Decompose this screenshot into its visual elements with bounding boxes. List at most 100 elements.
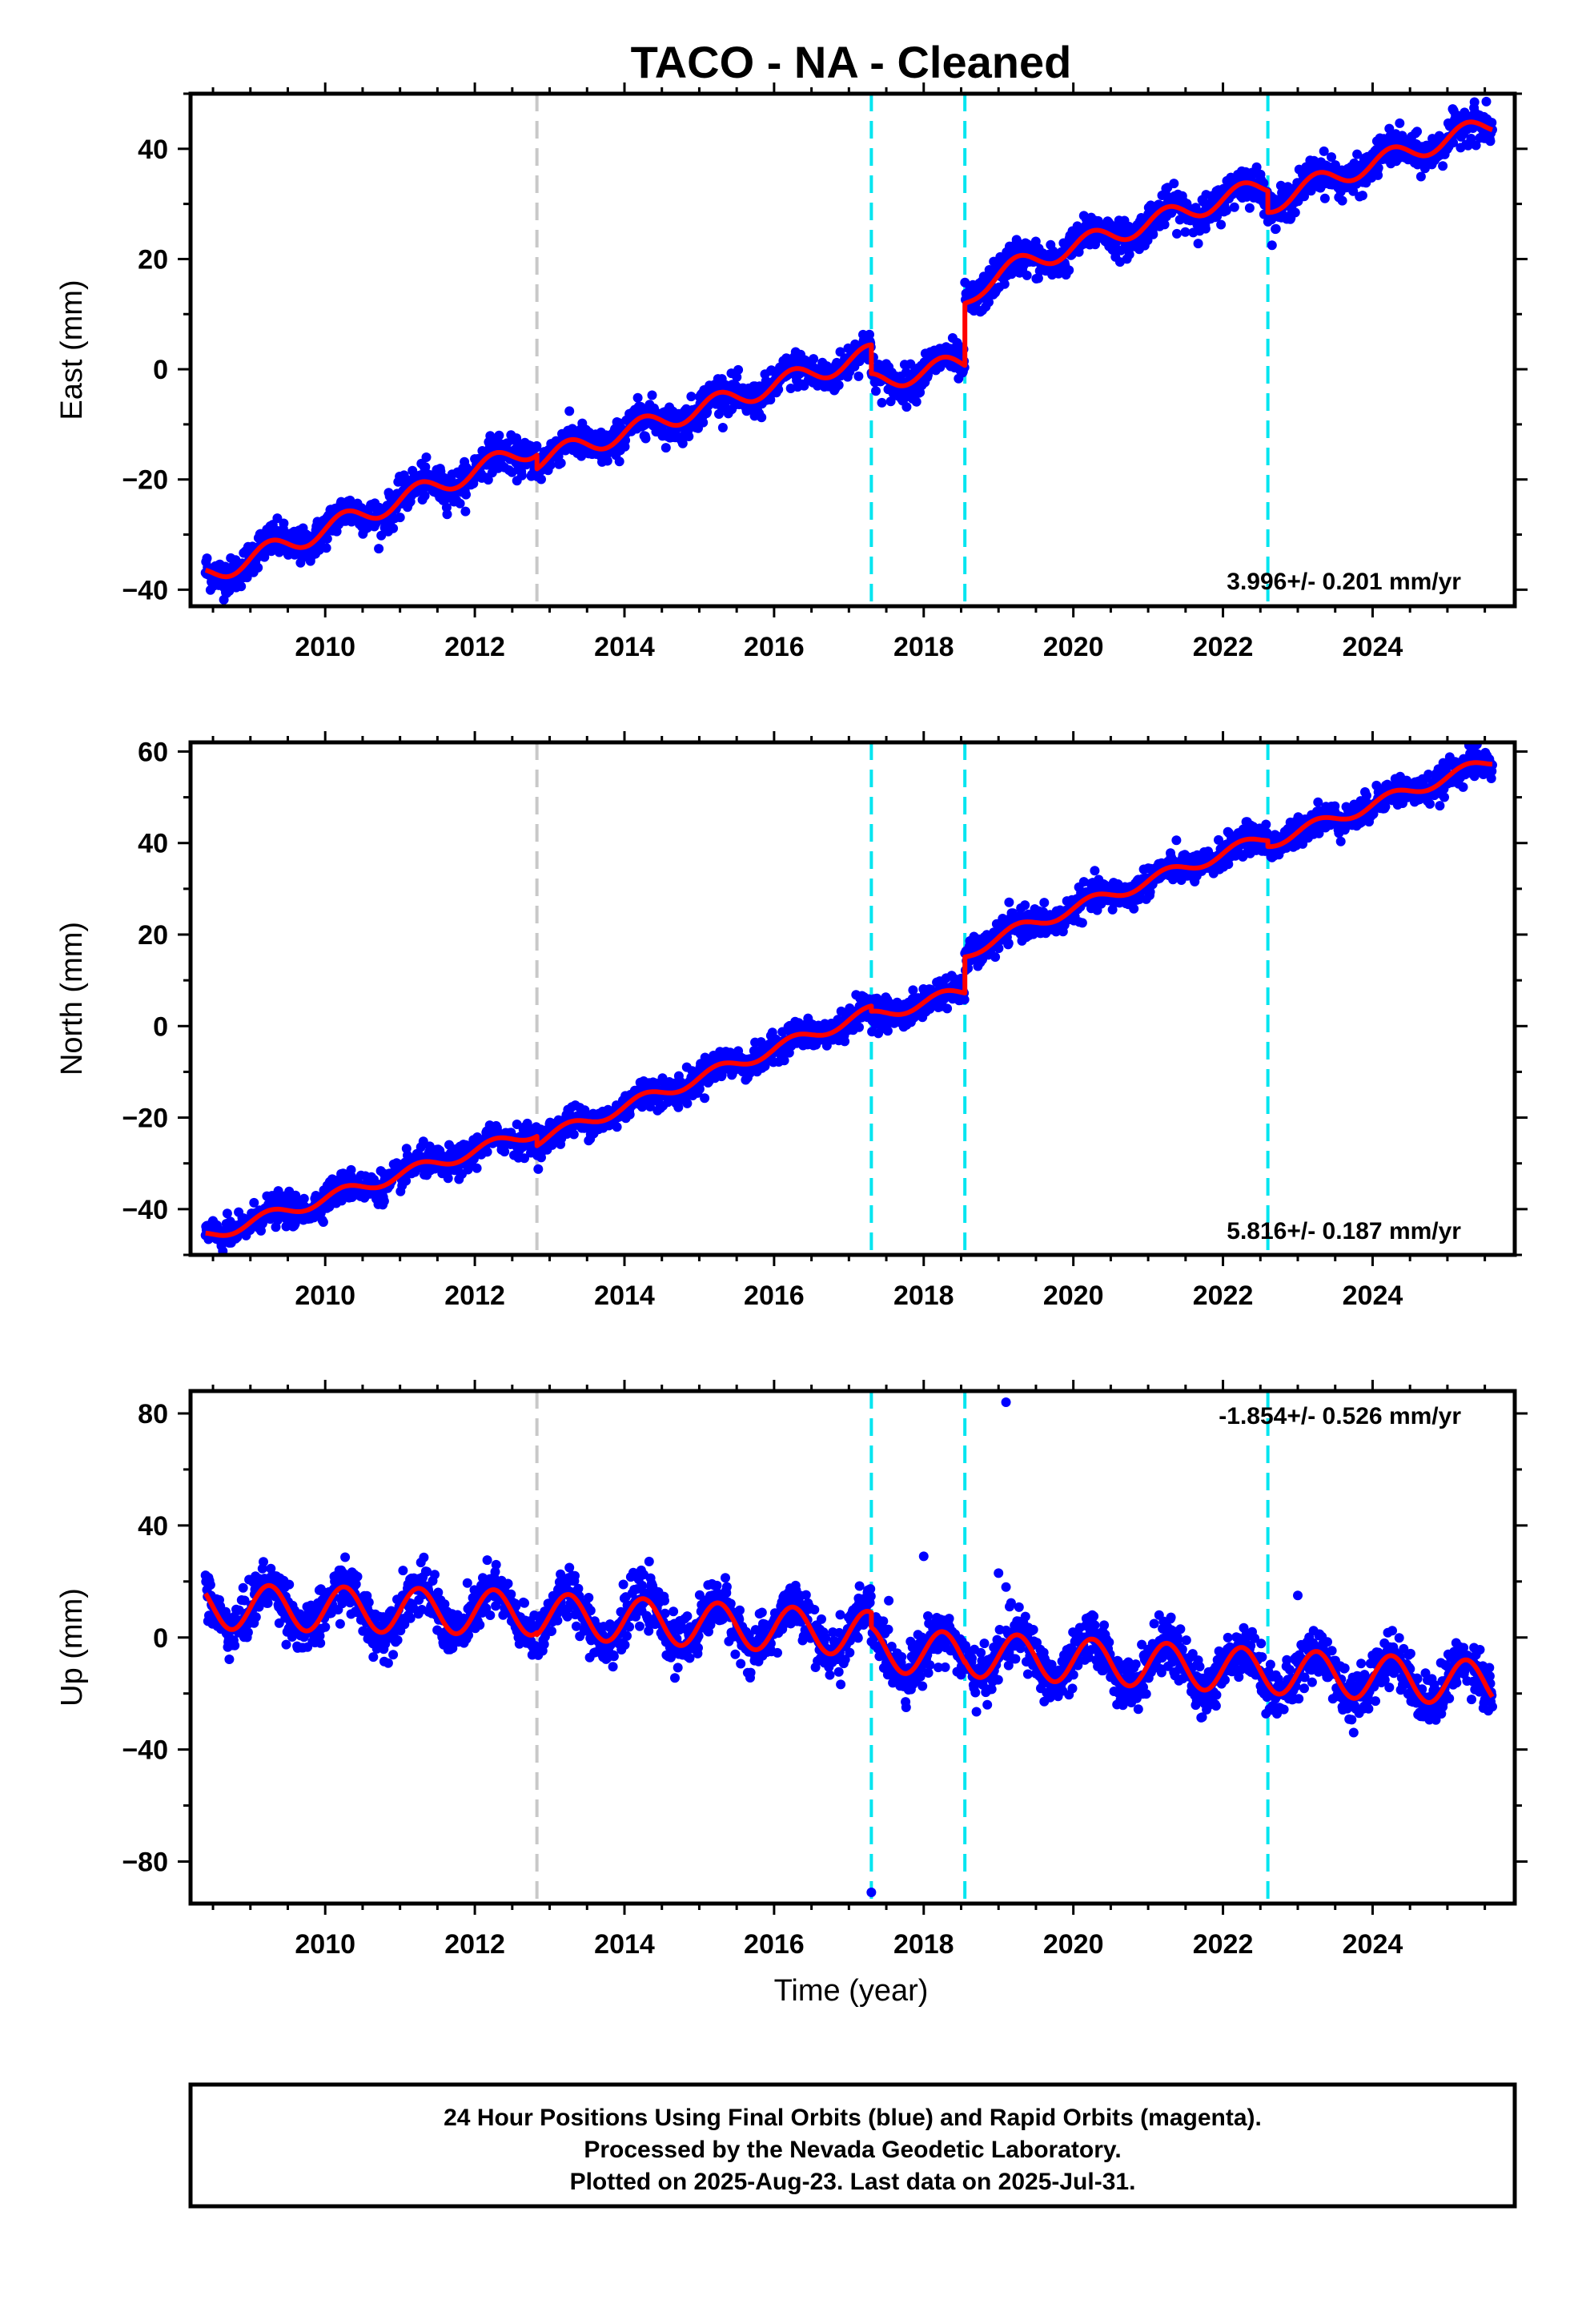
data-point	[236, 581, 247, 592]
y-tick-label: 20	[138, 244, 168, 275]
data-point	[714, 409, 724, 419]
x-tick-label: 2014	[594, 632, 655, 662]
data-point	[700, 1093, 710, 1104]
data-point	[1306, 186, 1316, 196]
data-point	[253, 562, 263, 573]
data-point	[959, 995, 970, 1005]
data-point	[1171, 835, 1182, 846]
data-point	[442, 509, 452, 520]
data-point	[1077, 918, 1087, 928]
observation-points	[200, 96, 1497, 605]
panel-east: East (mm) 3.996+/- 0.201 mm/yr 2010 2012 2…	[55, 82, 1528, 662]
data-point	[809, 354, 819, 364]
data-point	[1145, 887, 1155, 897]
data-point	[1267, 240, 1277, 251]
panel-north: North (mm) 5.816+/- 0.187 mm/yr 2010 2012…	[55, 731, 1528, 1311]
panel-frame	[188, 91, 1517, 609]
data-point	[564, 406, 575, 416]
data-point	[401, 1176, 412, 1186]
data-point	[661, 443, 671, 453]
data-point	[1415, 171, 1426, 182]
x-tick-label: 2018	[893, 632, 954, 662]
data-point	[1485, 136, 1496, 147]
data-point	[1169, 179, 1179, 189]
data-point	[249, 1197, 259, 1208]
data-point	[1373, 170, 1383, 180]
data-point	[833, 380, 844, 390]
data-point	[694, 1084, 705, 1094]
data-point	[645, 1101, 655, 1112]
data-point	[1004, 897, 1014, 907]
data-point	[1261, 819, 1271, 830]
data-point	[520, 1153, 529, 1164]
data-point	[717, 1070, 727, 1080]
data-point	[853, 371, 864, 381]
data-point	[321, 543, 331, 553]
data-point	[885, 396, 896, 407]
data-point	[1033, 273, 1043, 283]
data-point	[483, 475, 493, 485]
data-point	[1251, 162, 1262, 172]
data-point	[865, 329, 874, 340]
data-point	[908, 985, 918, 995]
y-tick-label: −40	[122, 575, 168, 605]
data-point	[500, 1147, 510, 1157]
data-point	[612, 1122, 622, 1132]
data-point	[494, 430, 504, 440]
data-point	[1180, 227, 1191, 237]
data-point	[1352, 149, 1363, 159]
x-tick-label: 2016	[744, 632, 805, 662]
data-point	[259, 552, 270, 562]
data-point	[624, 1109, 635, 1120]
data-point	[395, 513, 405, 523]
data-point	[376, 530, 387, 541]
data-point	[460, 506, 471, 517]
data-point	[1271, 223, 1281, 234]
data-point	[1172, 228, 1182, 239]
data-point	[1064, 265, 1074, 275]
data-point	[1373, 163, 1383, 173]
data-point	[482, 1147, 492, 1157]
data-point	[901, 402, 912, 412]
data-point	[602, 456, 612, 466]
data-point	[994, 943, 1004, 954]
data-point	[545, 460, 556, 470]
data-point	[222, 1208, 232, 1219]
rate-label: 3.996+/- 0.201 mm/yr	[1227, 569, 1461, 595]
data-point	[556, 458, 566, 468]
data-point	[911, 396, 921, 407]
data-point	[1299, 191, 1309, 202]
data-point	[536, 474, 546, 485]
data-point	[686, 392, 697, 402]
data-point	[757, 412, 767, 423]
data-point	[1244, 203, 1255, 213]
data-point	[614, 456, 624, 467]
data-point	[443, 1173, 453, 1184]
data-point	[1129, 903, 1139, 914]
data-point	[1159, 219, 1170, 230]
data-point	[942, 1003, 953, 1014]
data-point	[421, 452, 432, 462]
data-point	[1481, 96, 1492, 107]
data-point	[1090, 866, 1100, 876]
data-point	[835, 347, 845, 357]
data-point	[684, 432, 694, 441]
data-point	[374, 544, 384, 554]
data-point	[256, 1225, 266, 1236]
data-point	[640, 433, 651, 444]
data-point	[677, 438, 688, 448]
data-point	[273, 1186, 283, 1196]
data-point	[1216, 219, 1227, 230]
data-point	[452, 1148, 462, 1159]
data-point	[990, 952, 1001, 962]
data-point	[840, 1036, 850, 1047]
data-point	[854, 356, 865, 367]
data-point	[516, 470, 527, 480]
data-point	[717, 423, 728, 432]
data-point	[403, 1150, 412, 1160]
data-point	[1022, 270, 1032, 280]
data-point	[733, 364, 744, 375]
data-point	[336, 1196, 347, 1206]
data-point	[1020, 900, 1030, 911]
